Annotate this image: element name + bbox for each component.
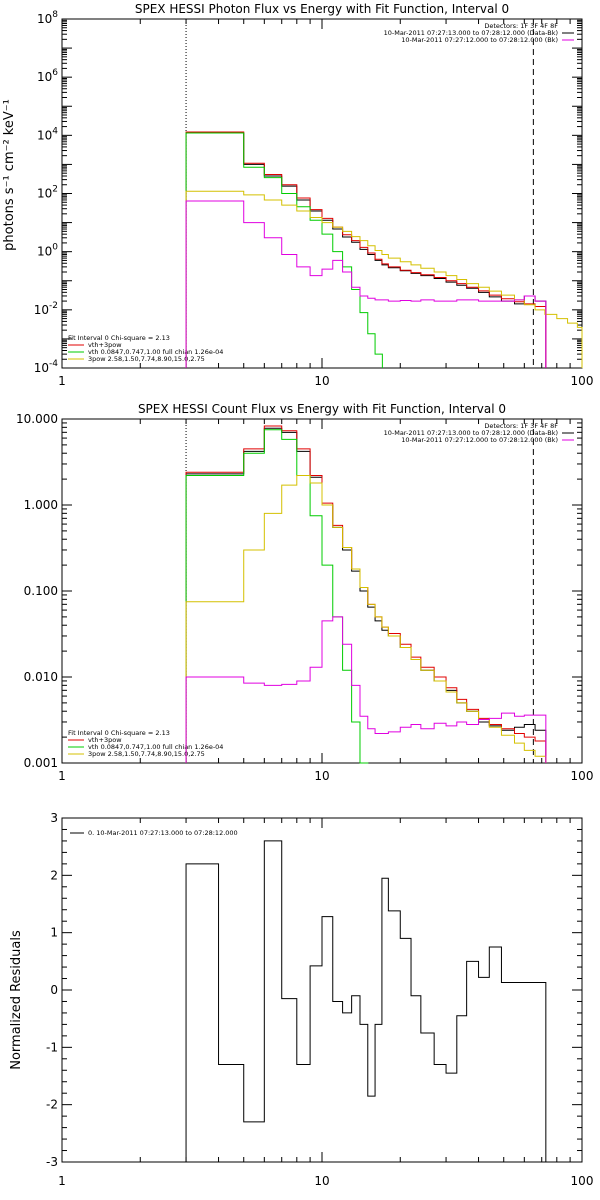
count-flux-legend-bottom-text: vth 0.0847,0.747,1.00 full chian 1.26e-0… — [88, 743, 223, 751]
residuals-legend: 0. 10-Mar-2011 07:27:13.000 to 07:28:12.… — [70, 829, 238, 837]
count-flux-y-tick-label: 1.000 — [24, 498, 58, 512]
photon-flux-series-3 — [185, 190, 583, 368]
residuals-y-tick-label: -1 — [46, 1040, 58, 1054]
count-flux-series-4 — [185, 616, 547, 763]
photon-flux-axes-frame — [61, 18, 583, 369]
count-flux-plot-area — [61, 418, 583, 764]
count-flux-series-1 — [185, 425, 547, 763]
photon-flux-legend-bottom-text: Fit Interval 0 Chi-square = 2.13 — [68, 334, 170, 342]
count-flux-y-tick-label: 0.001 — [24, 756, 58, 770]
residuals-x-tick-label: 1 — [58, 1174, 66, 1188]
count-flux-series-0 — [185, 427, 547, 763]
photon-flux-y-tick-label: 102 — [37, 185, 58, 201]
count-flux-x-tick-label: 1 — [58, 769, 66, 783]
residuals-y-tick-label: -2 — [46, 1098, 58, 1112]
residuals-y-tick-label: -3 — [46, 1155, 58, 1169]
count-flux-legend-top-text: 10-Mar-2011 07:27:13.000 to 07:28:12.000… — [384, 429, 558, 437]
count-flux-y-tick-label: 0.010 — [24, 670, 58, 684]
photon-flux-legend-bottom-text: vth+3pow — [88, 341, 122, 349]
photon-flux-legend-bottom-text: 3pow 2.58,1.50,7.74,8.90,15.0,2.75 — [88, 355, 205, 363]
residuals-y-tick-label: 1 — [50, 926, 58, 940]
photon-flux-y-tick-label: 106 — [37, 68, 58, 84]
count-flux-legend-top-text: 10-Mar-2011 07:27:12.000 to 07:28:12.000… — [401, 436, 558, 444]
count-flux-y-tick-label: 10.000 — [16, 412, 58, 426]
residuals-tick-labels: 1 10 100 -3 -2 -1 0 1 2 3 — [46, 811, 593, 1188]
residuals-axes-frame — [61, 817, 583, 1163]
photon-flux-legend-top-text: 10-Mar-2011 07:27:13.000 to 07:28:12.000… — [384, 29, 558, 37]
photon-flux-legend-bottom-text: vth 0.0847,0.747,1.00 full chian 1.26e-0… — [88, 348, 223, 356]
photon-flux-y-tick-label: 108 — [37, 10, 58, 26]
count-flux-title: SPEX HESSI Count Flux vs Energy with Fit… — [138, 402, 506, 416]
residuals-x-tick-label: 10 — [314, 1174, 329, 1188]
count-flux-legend-bottom: Fit Interval 0 Chi-square = 2.13vth+3pow… — [68, 729, 223, 758]
count-flux-x-tick-label: 100 — [571, 769, 594, 783]
photon-flux-x-tick-label: 10 — [314, 374, 329, 388]
photon-flux-x-tick-label: 100 — [571, 374, 594, 388]
residuals-series-0 — [185, 840, 547, 1162]
count-flux-legend-top-text: Detectors: 1F 3F 4F 8F — [484, 422, 558, 430]
photon-flux-series-4 — [185, 200, 547, 368]
photon-flux-legend-bottom: Fit Interval 0 Chi-square = 2.13vth+3pow… — [68, 334, 223, 363]
residuals-y-tick-label: 2 — [50, 868, 58, 882]
count-flux-x-tick-label: 10 — [314, 769, 329, 783]
residuals-panel: 1 10 100 -3 -2 -1 0 1 2 3 Normalized Residuals 0.… — [9, 811, 593, 1188]
photon-flux-y-tick-label: 10-2 — [34, 301, 58, 317]
photon-flux-series-2 — [185, 132, 383, 368]
count-flux-panel: SPEX HESSI Count Flux vs Energy with Fit… — [16, 402, 593, 783]
count-flux-y-tick-label: 0.100 — [24, 584, 58, 598]
photon-flux-legend-top-text: Detectors: 1F 3F 4F 8F — [484, 22, 558, 30]
photon-flux-series-0 — [185, 132, 547, 368]
photon-flux-title: SPEX HESSI Photon Flux vs Energy with Fi… — [135, 2, 509, 16]
photon-flux-legend-top-text: 10-Mar-2011 07:27:12.000 to 07:28:12.000… — [401, 36, 558, 44]
residuals-y-tick-label: 0 — [50, 983, 58, 997]
residuals-x-tick-label: 100 — [571, 1174, 594, 1188]
residuals-ylabel: Normalized Residuals — [9, 930, 24, 1070]
photon-flux-plot-area — [61, 18, 583, 369]
count-flux-legend-bottom-text: Fit Interval 0 Chi-square = 2.13 — [68, 729, 170, 737]
residuals-plot-area — [61, 817, 583, 1163]
count-flux-axes-frame — [61, 418, 583, 764]
photon-flux-x-tick-label: 1 — [58, 374, 66, 388]
photon-flux-y-tick-label: 104 — [37, 126, 58, 142]
photon-flux-series-1 — [185, 131, 547, 368]
photon-flux-tick-labels: 1 10 100 10-4 10-2 100 102 104 106 108 — [34, 10, 594, 388]
photon-flux-y-tick-label: 100 — [37, 243, 58, 259]
residuals-y-tick-label: 3 — [50, 811, 58, 825]
residuals-legend-text: 0. 10-Mar-2011 07:27:13.000 to 07:28:12.… — [88, 829, 238, 837]
count-flux-legend-bottom-text: vth+3pow — [88, 736, 122, 744]
count-flux-series-3 — [185, 475, 547, 763]
photon-flux-y-tick-label: 10-4 — [34, 359, 59, 375]
photon-flux-panel: SPEX HESSI Photon Flux vs Energy with Fi… — [2, 2, 593, 388]
count-flux-tick-labels: 1 10 100 0.001 0.010 0.100 1.000 10.000 — [16, 412, 593, 783]
photon-flux-ylabel: photons s⁻¹ cm⁻² keV⁻¹ — [2, 99, 17, 251]
count-flux-legend-bottom-text: 3pow 2.58,1.50,7.74,8.90,15.0,2.75 — [88, 750, 205, 758]
count-flux-series-2 — [185, 429, 369, 764]
